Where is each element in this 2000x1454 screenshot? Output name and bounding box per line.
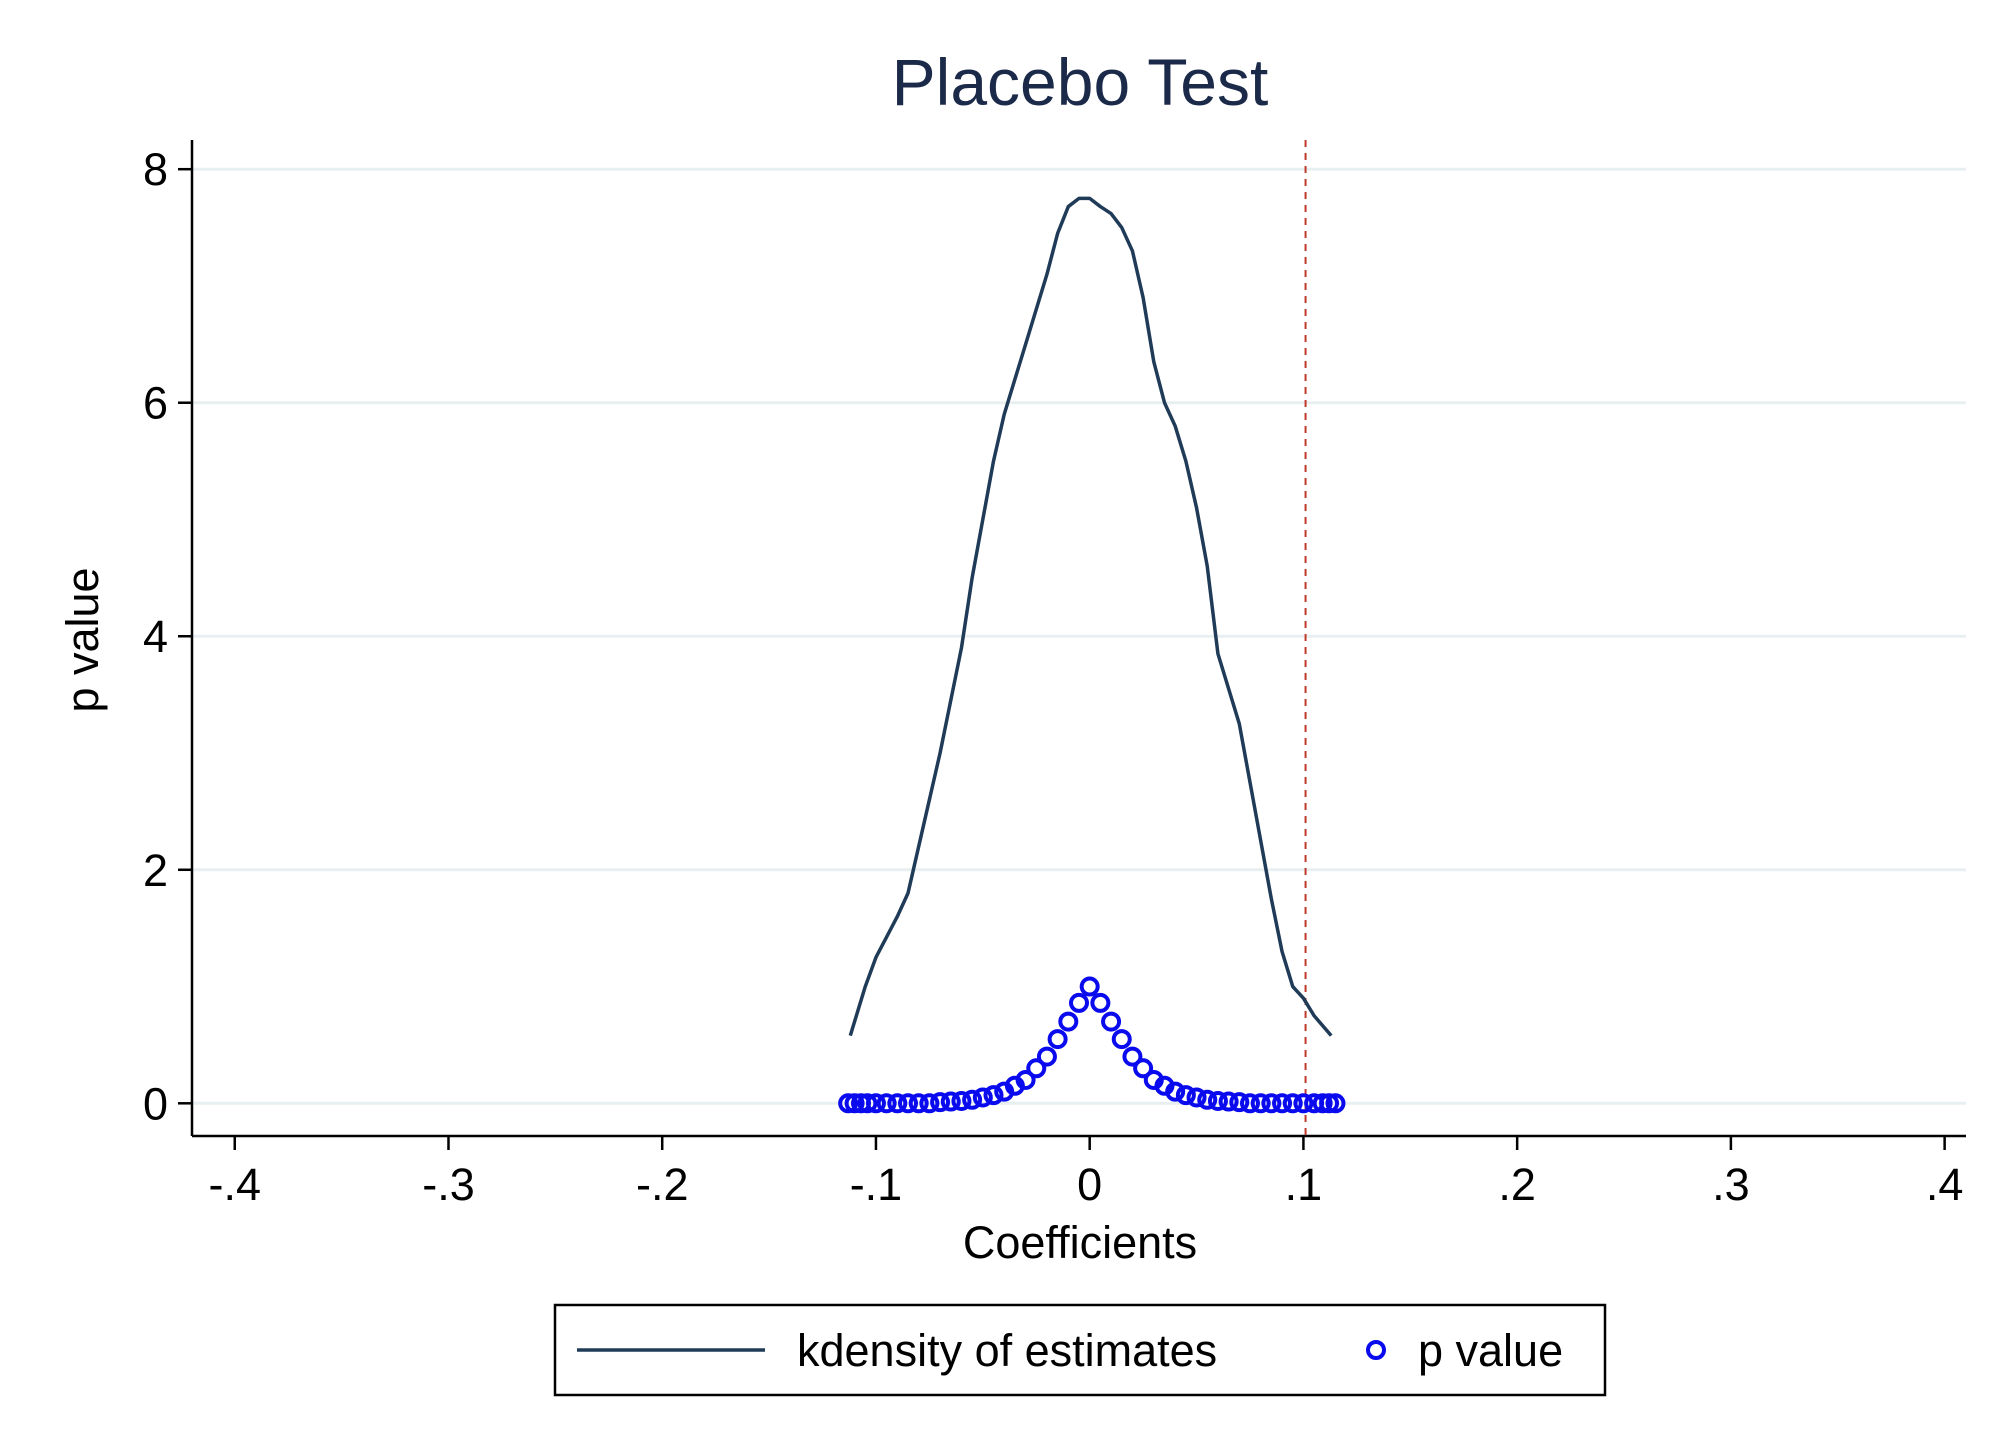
y-tick-label: 4 [143,611,168,662]
p-value-point [1165,1081,1186,1102]
p-value-point [908,1093,929,1114]
p-value-point [1261,1093,1282,1114]
p-value-point [887,1093,908,1114]
legend-label-kdensity: kdensity of estimates [797,1325,1217,1376]
p-value-point [1319,1093,1340,1114]
p-value-point [844,1093,865,1114]
p-value-point [1111,1029,1132,1050]
gridlines [192,167,1966,1105]
p-value-point [1207,1090,1228,1111]
legend: kdensity of estimates p value [553,1303,1607,1397]
p-value-point [1047,1029,1068,1050]
p-value-point [972,1087,993,1108]
p-value-point [876,1093,897,1114]
p-value-point [983,1085,1004,1106]
p-value-point [940,1091,961,1112]
y-tick-label: 8 [143,144,168,195]
p-value-point [1250,1093,1271,1114]
x-axis-label: Coefficients [963,1217,1197,1268]
kdensity-line [848,196,1333,1037]
legend-label-p-value: p value [1418,1325,1563,1376]
p-value-point [1272,1093,1293,1114]
legend-marker-swatch [1366,1340,1386,1360]
p-value-point [1036,1046,1057,1067]
p-value-point [1312,1093,1333,1114]
x-tick-label: .2 [1498,1159,1536,1210]
axes: 0 2 4 6 8 -.4 -.3 -.2 -.1 0 .1 .2 .3 .4 [143,140,1966,1210]
x-tick-label: -.1 [850,1159,903,1210]
p-value-point [930,1092,951,1113]
x-tick-label: 0 [1077,1159,1102,1210]
p-value-point [838,1093,859,1114]
chart-title: Placebo Test [892,45,1269,119]
x-tick-label: -.2 [636,1159,689,1210]
p-value-point [1058,1011,1079,1032]
series-group [838,196,1346,1114]
p-value-point [1239,1093,1260,1114]
x-tick-label: .3 [1712,1159,1750,1210]
p-value-point [1325,1093,1346,1114]
p-value-point [865,1093,886,1114]
p-value-point [951,1090,972,1111]
p-value-point [919,1093,940,1114]
p-value-point [1090,992,1111,1013]
p-value-point [1133,1058,1154,1079]
x-tick-label: -.3 [422,1159,475,1210]
p-value-point [1282,1093,1303,1114]
x-tick-label: .4 [1926,1159,1964,1210]
p-value-point [1186,1087,1207,1108]
y-tick-label: 6 [143,378,168,429]
p-value-point [1101,1011,1122,1032]
x-tick-label: .1 [1285,1159,1323,1210]
p-value-point [1218,1091,1239,1112]
p-value-point [1079,976,1100,997]
y-tick-label: 2 [143,845,168,896]
p-value-point [1229,1092,1250,1113]
x-tick-label: -.4 [208,1159,261,1210]
p-value-point [1026,1058,1047,1079]
p-value-point [898,1093,919,1114]
p-value-point [1122,1046,1143,1067]
y-axis-label: p value [57,567,108,712]
p-value-point [1293,1093,1314,1114]
p-value-point [1175,1085,1196,1106]
p-value-point [857,1093,878,1114]
p-value-point [1197,1089,1218,1110]
p-value-point [1069,992,1089,1013]
p-value-point [962,1089,983,1110]
y-tick-label: 0 [143,1078,168,1129]
p-value-point [1015,1069,1036,1090]
